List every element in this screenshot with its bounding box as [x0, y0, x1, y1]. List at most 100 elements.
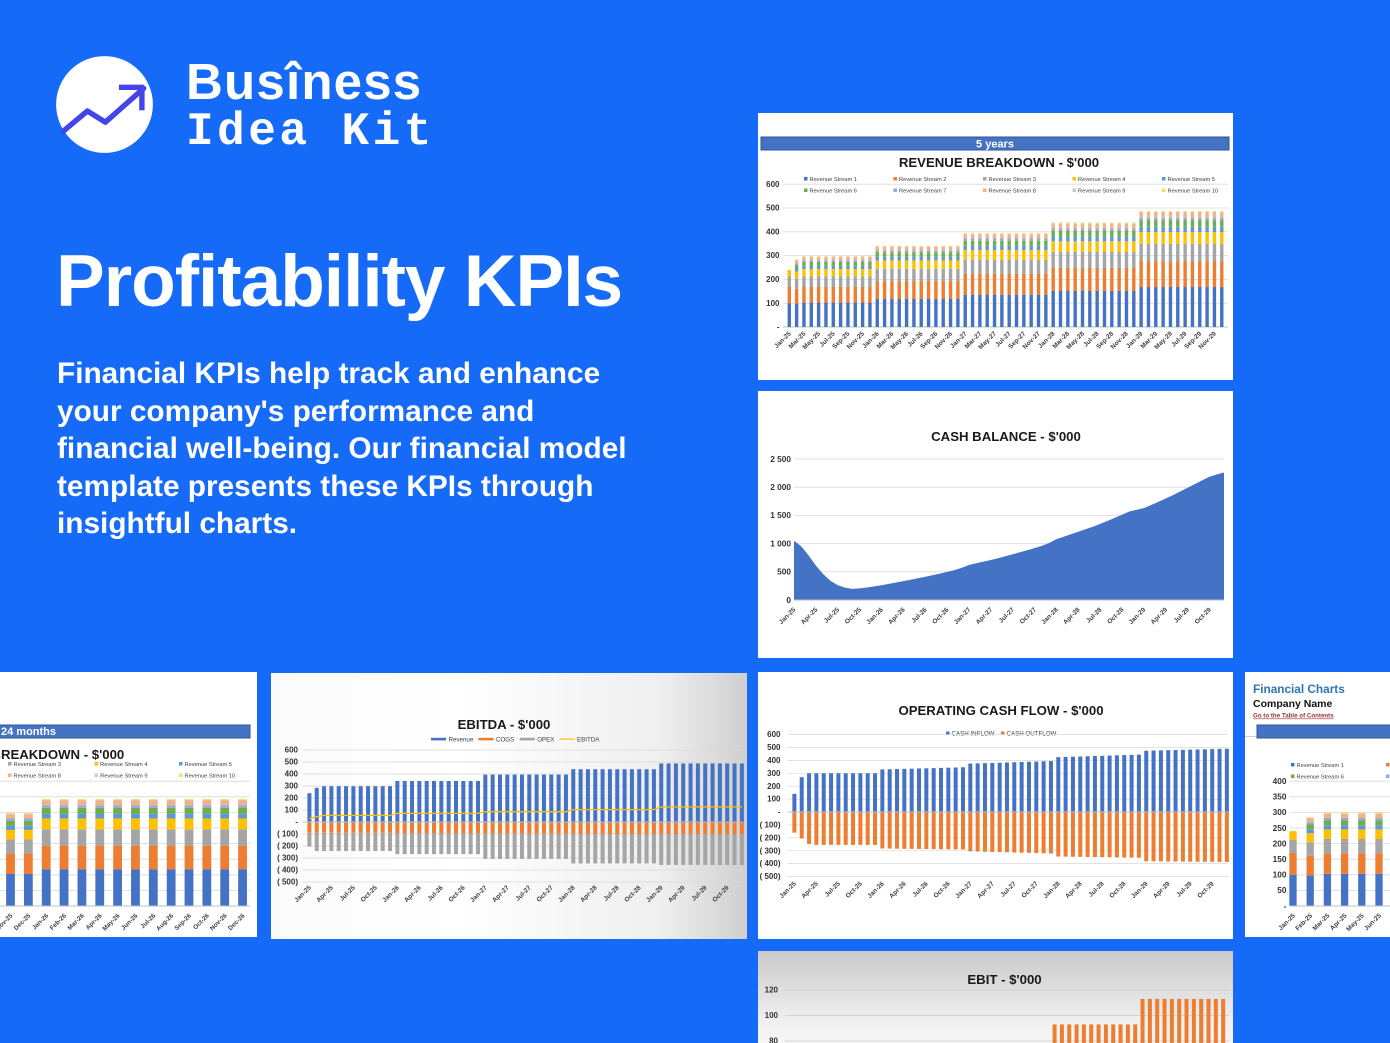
- svg-text:Oct-25: Oct-25: [360, 884, 380, 904]
- svg-text:1 500: 1 500: [770, 510, 791, 520]
- svg-text:Apr-26: Apr-26: [888, 880, 908, 900]
- svg-text:Sep-26: Sep-26: [173, 912, 193, 932]
- svg-text:Jan-25: Jan-25: [778, 880, 798, 900]
- svg-text:500: 500: [285, 758, 299, 767]
- svg-text:Jul-28: Jul-28: [1087, 880, 1106, 899]
- svg-text:Jul-28: Jul-28: [1085, 606, 1104, 625]
- svg-text:350: 350: [1273, 792, 1287, 802]
- svg-text:Jan-27: Jan-27: [469, 884, 489, 904]
- svg-text:400: 400: [767, 756, 781, 765]
- svg-text:400: 400: [1273, 776, 1287, 786]
- svg-text:Oct-26: Oct-26: [931, 606, 951, 626]
- svg-text:Jan-27: Jan-27: [953, 606, 973, 626]
- svg-text:-: -: [777, 323, 780, 332]
- svg-text:Revenue Stream 1: Revenue Stream 1: [1297, 763, 1344, 769]
- svg-text:-: -: [778, 808, 781, 817]
- svg-text:Oct-27: Oct-27: [1020, 880, 1040, 900]
- svg-text:Apr-29: Apr-29: [1152, 880, 1172, 900]
- svg-text:Oct-26: Oct-26: [447, 884, 467, 904]
- svg-text:Apr-25: Apr-25: [315, 884, 335, 904]
- svg-text:( 400): ( 400): [760, 859, 781, 868]
- svg-text:Oct-28: Oct-28: [623, 884, 643, 904]
- svg-text:2 500: 2 500: [770, 454, 791, 464]
- svg-text:( 300): ( 300): [760, 846, 781, 855]
- svg-text:Jan-29: Jan-29: [645, 884, 665, 904]
- svg-text:Jan-28: Jan-28: [1040, 606, 1060, 626]
- svg-text:Apr-28: Apr-28: [579, 884, 599, 904]
- svg-text:Revenue: Revenue: [449, 737, 474, 744]
- svg-text:250: 250: [1273, 823, 1287, 833]
- svg-text:( 200): ( 200): [760, 833, 781, 842]
- svg-text:50: 50: [1277, 885, 1287, 895]
- svg-text:Revenue Stream 5: Revenue Stream 5: [1168, 177, 1215, 183]
- svg-text:Jul-26: Jul-26: [911, 880, 930, 899]
- svg-text:Oct-26: Oct-26: [192, 912, 211, 931]
- svg-text:Revenue Stream 10: Revenue Stream 10: [1168, 188, 1219, 194]
- svg-text:Feb-25: Feb-25: [1294, 912, 1314, 932]
- svg-text:Oct-29: Oct-29: [711, 884, 731, 904]
- svg-text:COGS: COGS: [496, 737, 514, 744]
- svg-text:600: 600: [766, 180, 780, 189]
- svg-text:80: 80: [769, 1037, 778, 1043]
- svg-text:Jul-26: Jul-26: [426, 884, 445, 903]
- svg-text:400: 400: [766, 227, 780, 236]
- svg-text:Apr-26: Apr-26: [887, 606, 907, 626]
- svg-text:600: 600: [285, 746, 299, 755]
- svg-text:Revenue Stream 5: Revenue Stream 5: [185, 762, 232, 768]
- svg-text:Revenue Stream 2: Revenue Stream 2: [899, 177, 946, 183]
- svg-text:Mar-25: Mar-25: [1312, 912, 1332, 932]
- svg-text:Jan-26: Jan-26: [865, 606, 885, 626]
- svg-text:Oct-29: Oct-29: [1196, 880, 1216, 900]
- svg-text:100: 100: [767, 795, 781, 804]
- svg-text:Apr-25: Apr-25: [800, 880, 820, 900]
- svg-text:May-26: May-26: [101, 912, 121, 932]
- svg-text:Jul-29: Jul-29: [1173, 606, 1192, 625]
- svg-text:2 000: 2 000: [770, 482, 791, 492]
- svg-text:OPERATING CASH FLOW - $'000: OPERATING CASH FLOW - $'000: [898, 703, 1103, 718]
- svg-text:Oct-25: Oct-25: [844, 606, 864, 626]
- svg-text:Apr-26: Apr-26: [403, 884, 423, 904]
- svg-text:500: 500: [767, 743, 781, 752]
- svg-text:Apr-29: Apr-29: [667, 884, 687, 904]
- svg-text:Revenue Stream 7: Revenue Stream 7: [899, 188, 946, 194]
- svg-text:Nov-25: Nov-25: [0, 912, 15, 932]
- svg-text:100: 100: [285, 806, 299, 815]
- svg-text:Jul-25: Jul-25: [339, 884, 358, 903]
- svg-text:Revenue Stream 3: Revenue Stream 3: [14, 762, 61, 768]
- svg-text:Revenue Stream 3: Revenue Stream 3: [989, 177, 1036, 183]
- svg-text:Dec-25: Dec-25: [13, 912, 33, 932]
- svg-text:OPEX: OPEX: [537, 737, 554, 744]
- svg-text:REVENUE BREAKDOWN - $'000: REVENUE BREAKDOWN - $'000: [899, 155, 1099, 170]
- svg-text:Jan-29: Jan-29: [1128, 606, 1148, 626]
- svg-text:Revenue Stream 6: Revenue Stream 6: [810, 188, 857, 194]
- svg-text:Apr-29: Apr-29: [1150, 606, 1170, 626]
- svg-text:Jan-26: Jan-26: [31, 912, 50, 931]
- svg-text:CASH INFLOW: CASH INFLOW: [952, 730, 995, 737]
- svg-text:Revenue Stream 8: Revenue Stream 8: [989, 188, 1036, 194]
- svg-text:Apr-28: Apr-28: [1062, 606, 1082, 626]
- svg-text:Mar-26: Mar-26: [67, 912, 87, 932]
- svg-text:500: 500: [777, 567, 791, 577]
- svg-text:100: 100: [1273, 870, 1287, 880]
- svg-text:Apr-25: Apr-25: [800, 606, 820, 626]
- svg-text:300: 300: [766, 251, 780, 260]
- svg-text:Oct-28: Oct-28: [1108, 880, 1128, 900]
- svg-text:600: 600: [767, 730, 781, 739]
- svg-text:( 500): ( 500): [760, 872, 781, 881]
- svg-text:Revenue Stream 1: Revenue Stream 1: [810, 177, 857, 183]
- svg-text:Jan-28: Jan-28: [557, 884, 577, 904]
- svg-text:300: 300: [1273, 807, 1287, 817]
- svg-text:0: 0: [786, 595, 791, 605]
- svg-text:EBITDA: EBITDA: [577, 737, 600, 744]
- svg-text:Jul-29: Jul-29: [1175, 880, 1194, 899]
- svg-text:200: 200: [285, 794, 299, 803]
- svg-text:24 months: 24 months: [1, 726, 56, 738]
- svg-text:300: 300: [285, 782, 299, 791]
- svg-text:100: 100: [765, 1011, 779, 1020]
- svg-text:Jun-26: Jun-26: [120, 912, 140, 932]
- svg-text:Jul-26: Jul-26: [910, 606, 929, 625]
- svg-text:200: 200: [1273, 838, 1287, 848]
- svg-text:Jul-27: Jul-27: [999, 880, 1018, 899]
- svg-text:Oct-28: Oct-28: [1106, 606, 1126, 626]
- svg-text:200: 200: [766, 275, 780, 284]
